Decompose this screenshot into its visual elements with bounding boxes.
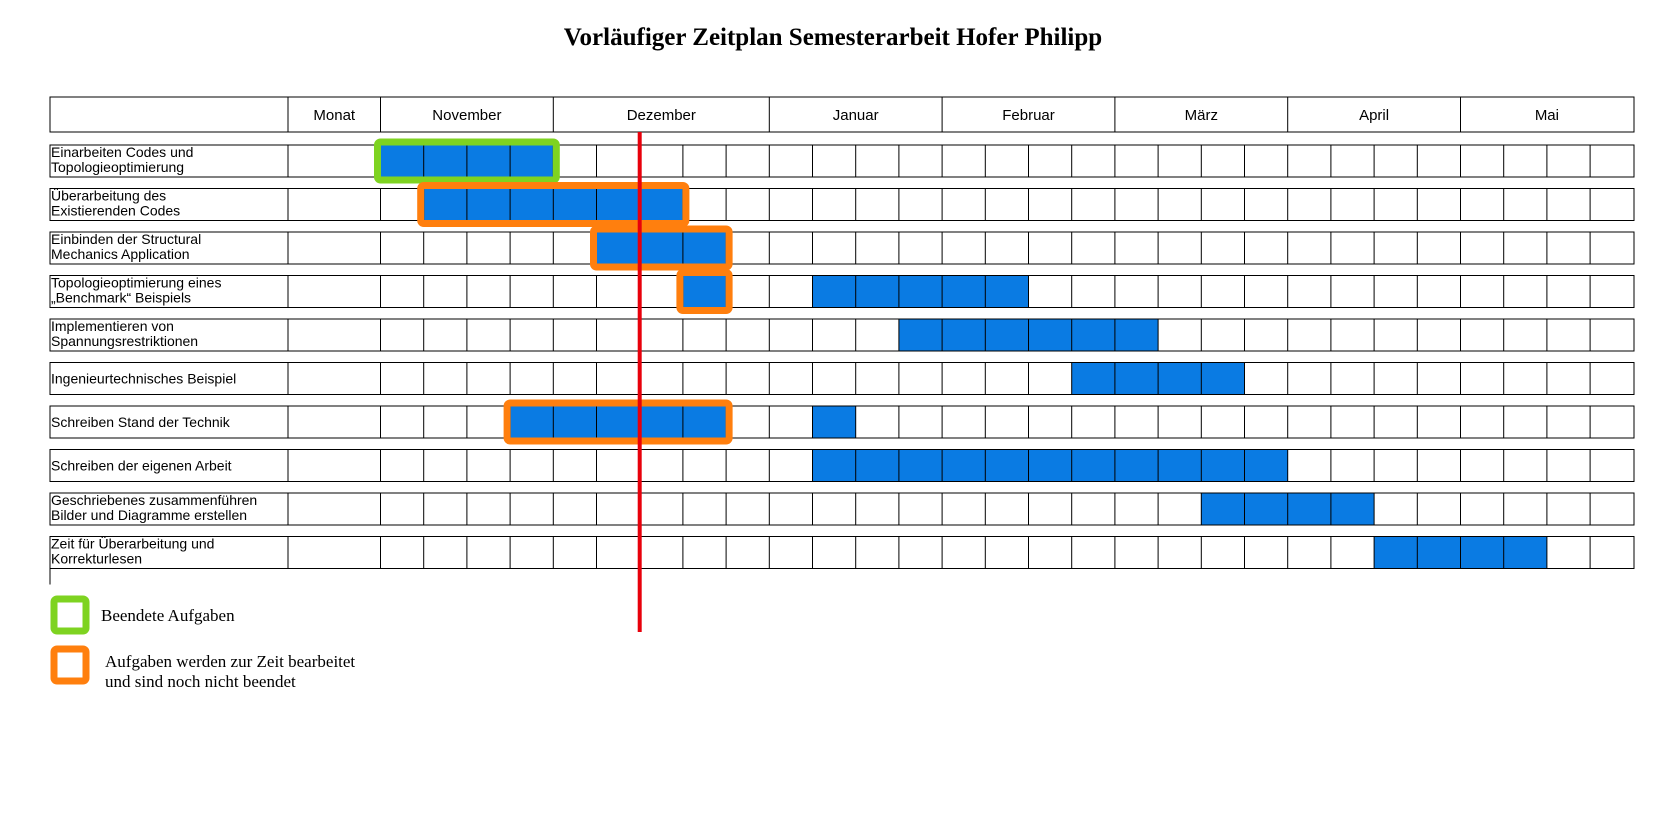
- status-outline: [374, 138, 560, 184]
- legend-in-progress-label: und sind noch nicht beendet: [105, 672, 296, 691]
- month-label: Mai: [1535, 107, 1559, 124]
- task-label: Mechanics Application: [51, 246, 190, 262]
- task-label: Topologieoptimierung: [51, 159, 184, 175]
- legend-done-swatch: [50, 595, 90, 635]
- task-label: Schreiben der eigenen Arbeit: [51, 458, 232, 474]
- task-row: [49, 536, 1635, 569]
- task-label: Einbinden der Structural: [51, 231, 201, 247]
- month-label: Dezember: [627, 107, 696, 124]
- task-label: „Benchmark“ Beispiels: [51, 290, 191, 306]
- task-row: [49, 405, 1635, 439]
- task-bar: [596, 232, 727, 264]
- task-label: Bilder und Diagramme erstellen: [51, 507, 247, 523]
- header-row: [49, 96, 1635, 133]
- task-row: [49, 362, 1635, 395]
- header-label: Monat: [313, 107, 356, 124]
- month-label: April: [1359, 107, 1389, 124]
- task-label: Überarbeitung des: [51, 187, 166, 204]
- task-label: Schreiben Stand der Technik: [51, 414, 231, 430]
- legend-in-progress-label: Aufgaben werden zur Zeit bearbeitet: [105, 652, 355, 671]
- task-label: Topologieoptimierung eines: [51, 275, 221, 291]
- task-row: [49, 449, 1635, 482]
- task-row: [49, 231, 1635, 265]
- month-label: November: [432, 107, 501, 124]
- legend-done-label: Beendete Aufgaben: [101, 606, 235, 625]
- task-bar: [812, 406, 856, 438]
- month-label: Januar: [833, 107, 879, 124]
- task-label: Existierenden Codes: [51, 203, 180, 219]
- legend-in-progress-swatch: [50, 645, 90, 685]
- task-bar: [812, 275, 1029, 308]
- status-outline: [503, 399, 733, 445]
- task-label: Ingenieurtechnisches Beispiel: [51, 371, 236, 387]
- task-row: [49, 492, 1635, 526]
- task-label: Zeit für Überarbeitung und: [51, 535, 214, 552]
- page-title: Vorläufiger Zeitplan Semesterarbeit Hofe…: [563, 24, 1103, 51]
- status-outline: [590, 225, 733, 271]
- task-bar: [510, 406, 727, 438]
- task-bar: [812, 449, 1288, 482]
- status-outline: [417, 182, 690, 227]
- month-label: März: [1185, 107, 1218, 124]
- task-row: [49, 275, 1635, 308]
- task-label: Implementieren von: [51, 318, 174, 334]
- task-label: Korrekturlesen: [51, 551, 142, 567]
- task-bar: [682, 275, 727, 308]
- task-row: [49, 318, 1635, 352]
- month-label: Februar: [1002, 107, 1055, 124]
- task-label: Geschriebenes zusammenführen: [51, 492, 257, 508]
- status-outline: [676, 269, 733, 314]
- task-label: Spannungsrestriktionen: [51, 333, 198, 349]
- task-row: [49, 144, 1635, 178]
- task-label: Einarbeiten Codes und: [51, 144, 193, 160]
- task-row: [49, 188, 1635, 221]
